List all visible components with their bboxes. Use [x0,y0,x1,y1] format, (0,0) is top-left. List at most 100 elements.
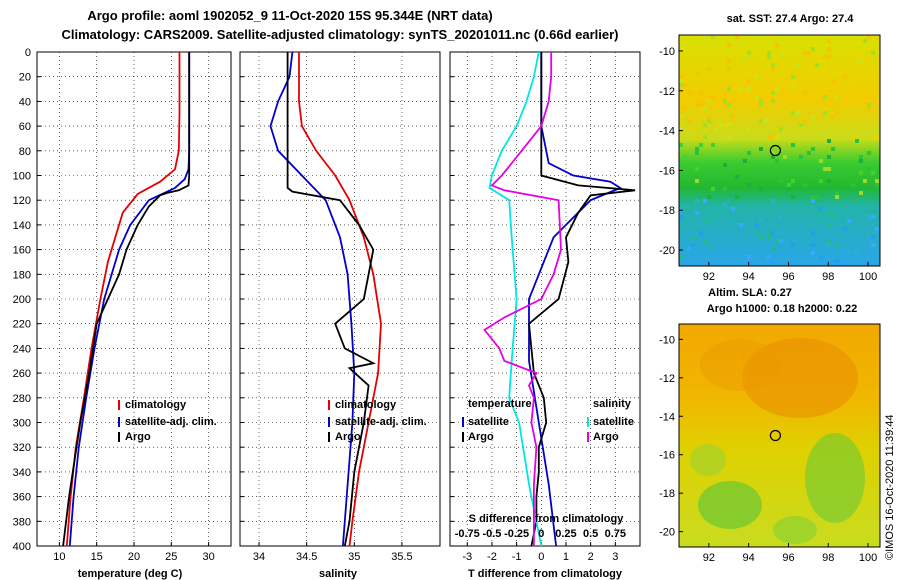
series-line-argo [62,52,191,547]
sla-blob [698,481,762,529]
map-y-tick-label: -20 [659,245,675,257]
imos-watermark: ©IMOS 16-Oct-2020 11:39:44 [884,415,896,560]
sst-pixel [687,119,691,123]
sst-pixel [827,47,831,51]
s-tick-label: 0.25 [555,528,576,540]
salinity-gridlines [240,51,440,547]
sst-pixel [823,111,827,115]
sst-pixel [859,191,863,195]
sst-pixel [687,247,691,251]
sst-pixel [827,167,831,171]
sla-blob [690,444,726,476]
map-y-tick-label: -18 [659,488,675,500]
x-tick-label: 25 [165,551,177,563]
s-tick-label: -0.75 [455,528,480,540]
x-tick-label: -2 [487,551,497,563]
sst-pixel [867,151,871,155]
sst-pixel [695,47,699,51]
sst-pixel [811,47,815,51]
sst-pixel [859,159,863,163]
legend-label-climatology: climatology [125,399,187,411]
sst-pixel [775,127,779,131]
x-tick-label: 30 [202,551,214,563]
sst-pixel [855,139,859,143]
sst-pixel [747,255,751,259]
sst-pixel [739,223,743,227]
sla-map-frame [678,323,881,548]
map-x-tick-label: 100 [859,271,877,283]
sst-pixel [867,35,871,39]
sst-map-panel: sat. SST: 27.4 Argo: 27.4 92 94 96 98 100 -10… [659,13,881,283]
sst-pixel [691,235,695,239]
y-tick-label: 320 [13,442,31,454]
map-y-tick-label: -14 [659,411,675,423]
sst-pixel [679,207,683,211]
legend-title-temperature: temperature [468,398,532,410]
sst-pixel [807,63,811,67]
sst-pixel [791,83,795,87]
map-x-tick-label: 98 [822,271,834,283]
sst-pixel [739,87,743,91]
sst-pixel [775,43,779,47]
sst-pixel [771,91,775,95]
sst-pixel [819,179,823,183]
sst-pixel [871,215,875,219]
legend-label-temperature-satellite: satellite [468,416,509,428]
series-line-satellite-adj-clim- [269,51,356,547]
sst-pixel [831,215,835,219]
sst-pixel [859,155,863,159]
sst-pixel [763,119,767,123]
sst-pixel [803,91,807,95]
sst-pixel [783,103,787,107]
sst-pixel [811,243,815,247]
x-tick-label: 2 [588,551,594,563]
sst-pixel [875,143,879,147]
sst-pixel [799,155,803,159]
legend-label-temperature-argo: Argo [468,431,494,443]
sla-map-texture [690,338,865,544]
sst-pixel [699,91,703,95]
map-x-tick-label: 100 [859,552,877,564]
sst-pixel [875,135,879,139]
y-tick-label: 80 [19,146,31,158]
sst-argo-position-marker [769,144,782,157]
series-line-climatology [298,52,382,547]
sst-pixel [759,147,763,151]
sst-pixel [811,99,815,103]
y-tick-label: 0 [25,47,31,59]
sst-pixel [823,95,827,99]
sst-pixel [843,75,847,79]
sst-pixel [867,103,871,107]
sst-pixel [727,71,731,75]
sst-pixel [723,163,727,167]
sst-pixel [723,103,727,107]
y-tick-label: 120 [13,195,31,207]
sst-pixel [823,107,827,111]
sst-pixel [755,75,759,79]
sst-pixel [787,187,791,191]
sst-pixel [731,207,735,211]
sst-pixel [851,135,855,139]
sst-pixel [759,187,763,191]
sst-pixel [711,143,715,147]
sst-pixel [723,91,727,95]
sst-pixel [779,239,783,243]
sst-pixel [835,63,839,67]
sst-pixel [859,59,863,63]
sst-pixel [791,99,795,103]
sst-pixel [727,123,731,127]
y-tick-label: 200 [13,294,31,306]
sst-pixel [855,251,859,255]
map-x-tick-label: 94 [743,552,755,564]
sst-pixel [843,71,847,75]
sst-pixel [707,67,711,71]
sst-pixel [711,95,715,99]
y-tick-label: 180 [13,269,31,281]
sst-pixel [875,95,879,99]
sst-pixel [679,211,683,215]
sla-blob [742,338,858,418]
sst-pixel [695,147,699,151]
sst-map-frame [678,34,881,267]
sst-pixel [727,43,731,47]
sst-pixel [815,63,819,67]
